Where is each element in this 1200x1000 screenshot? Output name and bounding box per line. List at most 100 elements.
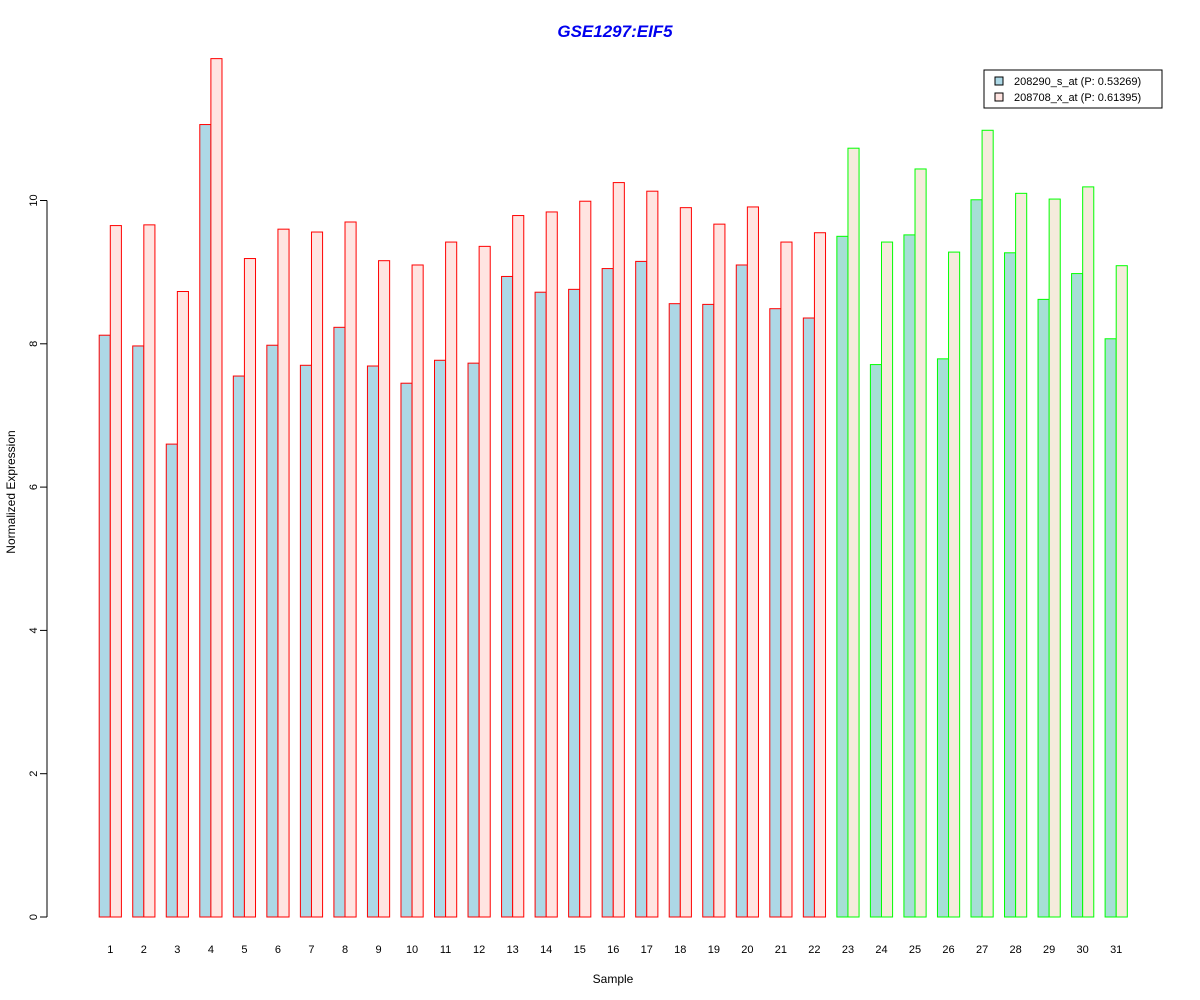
y-tick-label: 10 bbox=[28, 194, 40, 206]
legend-box bbox=[983, 69, 1163, 109]
bar-series-1-sample-30 bbox=[1071, 273, 1084, 918]
bar-series-1-sample-2 bbox=[132, 345, 145, 918]
bar-series-2-sample-17 bbox=[646, 190, 659, 918]
x-tick-label: 4 bbox=[208, 944, 214, 956]
bar-series-1-sample-17 bbox=[635, 260, 648, 918]
x-tick-label: 3 bbox=[174, 944, 180, 956]
bar-series-1-sample-27 bbox=[970, 199, 983, 918]
bar-series-1-sample-31 bbox=[1104, 338, 1117, 918]
bar-series-2-sample-28 bbox=[1015, 192, 1028, 918]
bar-series-2-sample-6 bbox=[277, 228, 290, 918]
x-tick-label: 13 bbox=[507, 944, 519, 956]
bar-series-2-sample-13 bbox=[512, 215, 525, 918]
bar-series-1-sample-9 bbox=[366, 365, 380, 918]
x-tick-label: 19 bbox=[708, 944, 720, 956]
bar-series-2-sample-8 bbox=[344, 221, 357, 918]
bar-series-1-sample-24 bbox=[869, 364, 882, 918]
x-tick-label: 14 bbox=[540, 944, 552, 956]
x-tick-label: 27 bbox=[976, 944, 988, 956]
x-tick-label: 10 bbox=[406, 944, 418, 956]
y-tick-label: 0 bbox=[28, 914, 40, 920]
bar-series-2-sample-27 bbox=[981, 129, 994, 918]
bar-series-2-sample-12 bbox=[478, 245, 491, 918]
x-tick-label: 1 bbox=[107, 944, 113, 956]
x-tick-label: 30 bbox=[1077, 944, 1089, 956]
x-tick-label: 26 bbox=[942, 944, 954, 956]
y-tick-label: 4 bbox=[28, 627, 40, 633]
y-tick-label: 2 bbox=[28, 771, 40, 777]
bar-series-2-sample-2 bbox=[143, 224, 156, 918]
x-tick-label: 9 bbox=[375, 944, 381, 956]
bar-series-1-sample-6 bbox=[266, 344, 279, 918]
bar-series-2-sample-14 bbox=[545, 211, 558, 918]
y-axis: 0 2 4 6 8 10 bbox=[28, 194, 48, 920]
bar-series-2-sample-31 bbox=[1115, 265, 1128, 918]
bar-series-1-sample-15 bbox=[568, 288, 581, 918]
bar-series-1-sample-16 bbox=[601, 268, 614, 918]
bar-series-1-sample-13 bbox=[501, 275, 514, 918]
bar-series-1-sample-10 bbox=[400, 382, 413, 918]
x-tick-label: 21 bbox=[775, 944, 787, 956]
bar-series-2-sample-20 bbox=[746, 206, 759, 918]
bar-series-2-sample-30 bbox=[1082, 186, 1095, 918]
bar-series-1-sample-11 bbox=[434, 359, 447, 918]
bar-series-1-sample-5 bbox=[232, 375, 245, 918]
bar-series-1-sample-1 bbox=[98, 334, 111, 918]
legend-swatch-series-2 bbox=[994, 92, 1004, 102]
x-tick-label: 12 bbox=[473, 944, 485, 956]
y-tick-label: 6 bbox=[28, 484, 40, 490]
bar-series-2-sample-19 bbox=[713, 223, 726, 918]
bar-series-2-sample-23 bbox=[847, 147, 860, 918]
bar-series-1-sample-12 bbox=[467, 362, 480, 918]
x-tick-label: 20 bbox=[741, 944, 753, 956]
x-tick-label: 17 bbox=[641, 944, 653, 956]
bar-series-2-sample-16 bbox=[612, 182, 625, 918]
x-tick-label: 25 bbox=[909, 944, 921, 956]
bar-series-1-sample-18 bbox=[668, 303, 681, 918]
x-tick-label: 29 bbox=[1043, 944, 1055, 956]
x-tick-label: 15 bbox=[574, 944, 586, 956]
x-tick-label: 22 bbox=[808, 944, 820, 956]
legend-label-series-1: 208290_s_at (P: 0.53269) bbox=[1014, 76, 1141, 88]
bar-series-2-sample-7 bbox=[310, 231, 324, 918]
legend-label-series-2: 208708_x_at (P: 0.61395) bbox=[1014, 92, 1141, 104]
bar-series-1-sample-29 bbox=[1037, 298, 1050, 918]
legend-swatch-series-1 bbox=[994, 76, 1004, 86]
x-tick-label: 6 bbox=[275, 944, 281, 956]
x-tick-label: 5 bbox=[241, 944, 247, 956]
bar-series-1-sample-7 bbox=[299, 364, 312, 918]
x-tick-label: 31 bbox=[1110, 944, 1122, 956]
x-tick-label: 7 bbox=[308, 944, 314, 956]
bar-series-1-sample-4 bbox=[199, 124, 212, 918]
bar-series-2-sample-15 bbox=[579, 200, 592, 918]
x-tick-label: 24 bbox=[875, 944, 887, 956]
x-tick-labels: 1 2 3 4 5 6 7 8 9 10 11 12 13 14 15 16 17 18 19 20 21 22 23 24 2… bbox=[107, 944, 1122, 956]
bar-series-2-sample-25 bbox=[914, 168, 927, 918]
x-axis-label: Sample bbox=[593, 972, 634, 986]
legend: 208290_s_at (P: 0.53269) 208708_x_at (P:… bbox=[983, 69, 1163, 109]
chart-title: GSE1297:EIF5 bbox=[557, 22, 673, 41]
bar-series-2-sample-11 bbox=[445, 241, 458, 918]
bar-series-1-sample-19 bbox=[702, 303, 715, 918]
bar-series-2-sample-21 bbox=[780, 241, 793, 918]
x-tick-label: 11 bbox=[440, 944, 451, 956]
bar-series-1-sample-14 bbox=[534, 291, 547, 918]
x-tick-label: 16 bbox=[607, 944, 619, 956]
bar-series-2-sample-10 bbox=[411, 264, 424, 918]
x-tick-label: 18 bbox=[674, 944, 686, 956]
bar-series-2-sample-29 bbox=[1048, 198, 1061, 918]
y-axis-label: Normalized Expression bbox=[4, 430, 18, 553]
bar-series-2-sample-5 bbox=[243, 258, 257, 918]
y-tick-label: 8 bbox=[28, 341, 40, 347]
bar-series-1-sample-26 bbox=[936, 358, 950, 918]
bar-series-2-sample-24 bbox=[880, 241, 894, 918]
bar-series-2-sample-4 bbox=[210, 58, 223, 918]
bar-series-1-sample-8 bbox=[333, 326, 346, 918]
bar-series-2-sample-1 bbox=[109, 225, 122, 918]
bar-series-2-sample-18 bbox=[679, 207, 692, 918]
x-tick-label: 8 bbox=[342, 944, 348, 956]
bar-series-1-sample-25 bbox=[903, 234, 916, 918]
bar-series-1-sample-23 bbox=[836, 235, 849, 918]
bar-series-1-sample-21 bbox=[769, 308, 782, 918]
